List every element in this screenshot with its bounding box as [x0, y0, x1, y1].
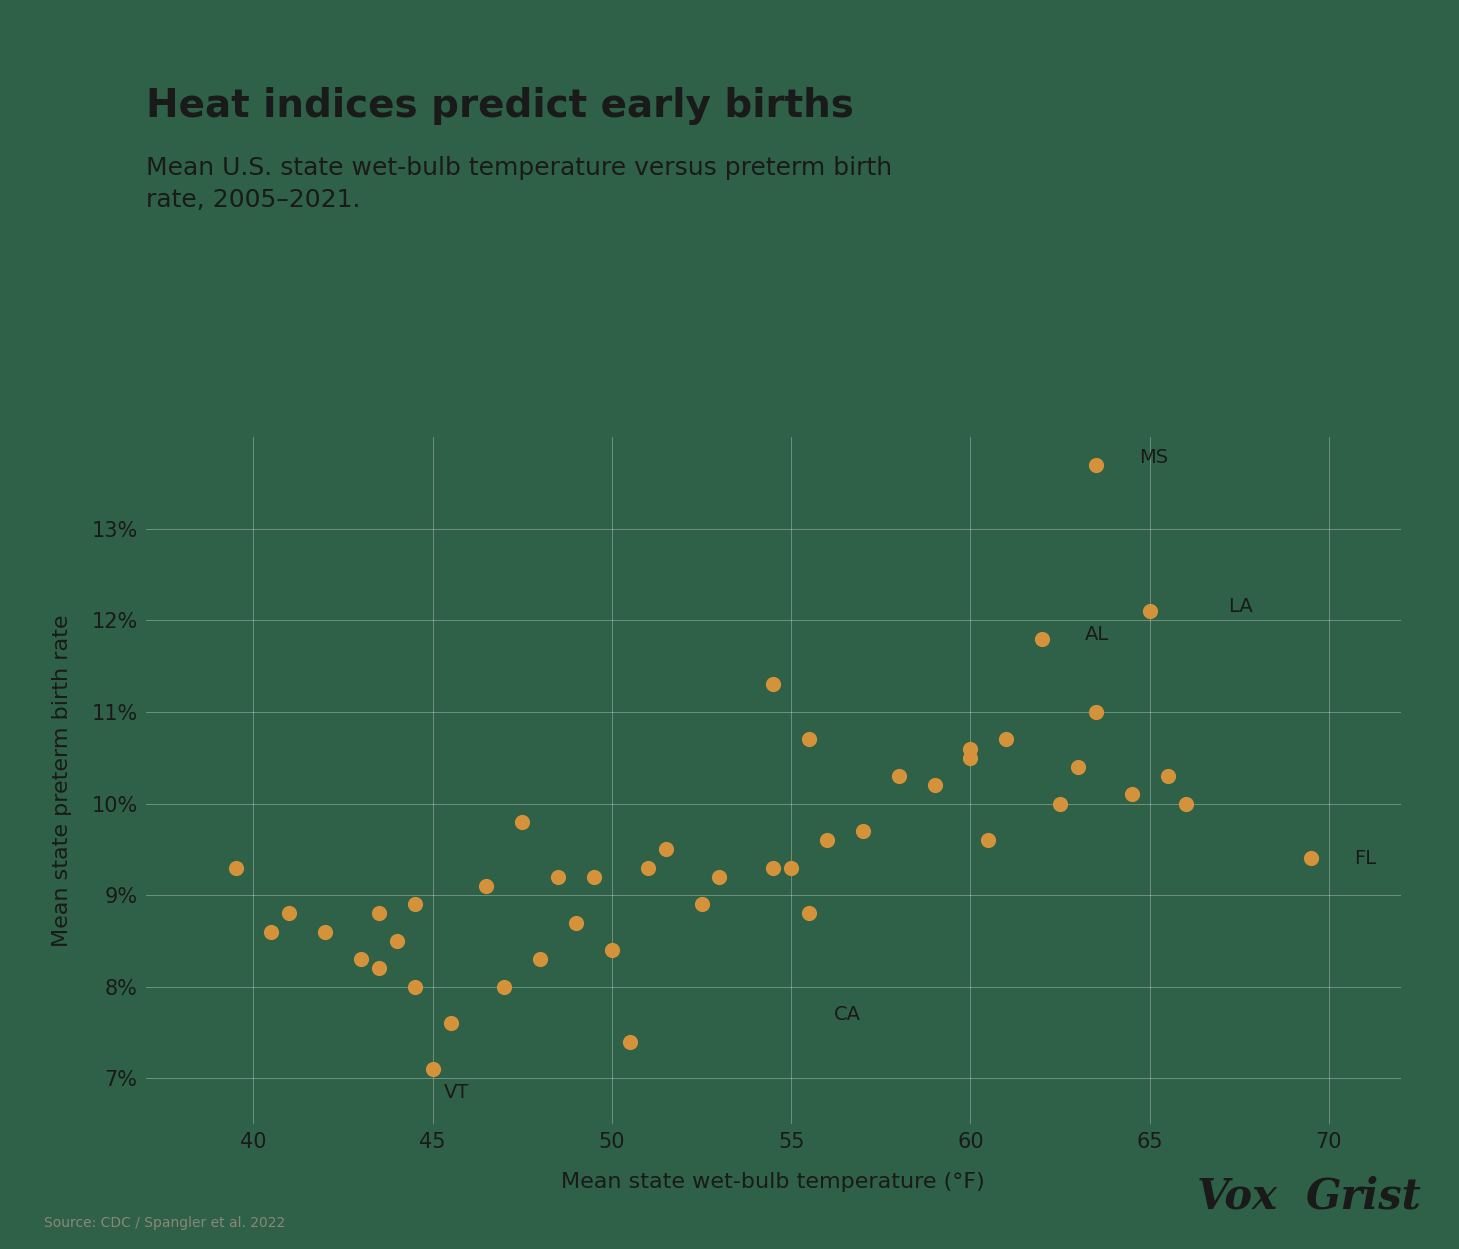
X-axis label: Mean state wet-bulb temperature (°F): Mean state wet-bulb temperature (°F)	[562, 1172, 985, 1192]
Point	[976, 831, 999, 851]
Point	[619, 1032, 642, 1052]
Point	[762, 858, 785, 878]
Point	[223, 858, 247, 878]
Y-axis label: Mean state preterm birth rate: Mean state preterm birth rate	[53, 615, 71, 947]
Point	[779, 858, 802, 878]
Point	[493, 977, 516, 997]
Point	[528, 949, 552, 969]
Text: FL: FL	[1354, 849, 1376, 868]
Point	[565, 913, 588, 933]
Text: Vox: Vox	[1196, 1175, 1278, 1218]
Point	[690, 894, 713, 914]
Point	[636, 858, 659, 878]
Point	[654, 839, 677, 859]
Point	[439, 1013, 463, 1033]
Point	[368, 958, 391, 978]
Point	[995, 729, 1018, 749]
Point	[1138, 601, 1161, 621]
Point	[1030, 628, 1053, 648]
Point	[277, 903, 301, 923]
Point	[600, 940, 623, 960]
Point	[547, 867, 570, 887]
Point	[1156, 766, 1179, 786]
Point	[924, 776, 947, 796]
Point	[887, 766, 910, 786]
Point	[349, 949, 372, 969]
Point	[1049, 793, 1072, 813]
Point	[798, 729, 821, 749]
Point	[1084, 455, 1107, 475]
Text: Heat indices predict early births: Heat indices predict early births	[146, 87, 854, 125]
Point	[959, 748, 982, 768]
Text: Mean U.S. state wet-bulb temperature versus preterm birth
rate, 2005–2021.: Mean U.S. state wet-bulb temperature ver…	[146, 156, 891, 212]
Point	[851, 821, 874, 841]
Point	[368, 903, 391, 923]
Text: VT: VT	[444, 1083, 468, 1102]
Text: AL: AL	[1085, 624, 1109, 643]
Point	[959, 738, 982, 758]
Point	[1174, 793, 1198, 813]
Point	[798, 903, 821, 923]
Point	[474, 876, 498, 896]
Point	[1067, 757, 1090, 777]
Text: MS: MS	[1139, 448, 1169, 467]
Point	[1121, 784, 1144, 804]
Point	[1084, 702, 1107, 722]
Text: LA: LA	[1228, 597, 1253, 616]
Point	[511, 812, 534, 832]
Point	[708, 867, 731, 887]
Point	[403, 977, 426, 997]
Text: Source: CDC / Spangler et al. 2022: Source: CDC / Spangler et al. 2022	[44, 1217, 285, 1230]
Point	[1300, 848, 1323, 868]
Text: Grist: Grist	[1306, 1175, 1421, 1218]
Point	[582, 867, 605, 887]
Point	[314, 922, 337, 942]
Point	[762, 674, 785, 694]
Point	[260, 922, 283, 942]
Point	[403, 894, 426, 914]
Text: CA: CA	[835, 1004, 861, 1024]
Point	[385, 931, 409, 950]
Point	[422, 1059, 445, 1079]
Point	[816, 831, 839, 851]
